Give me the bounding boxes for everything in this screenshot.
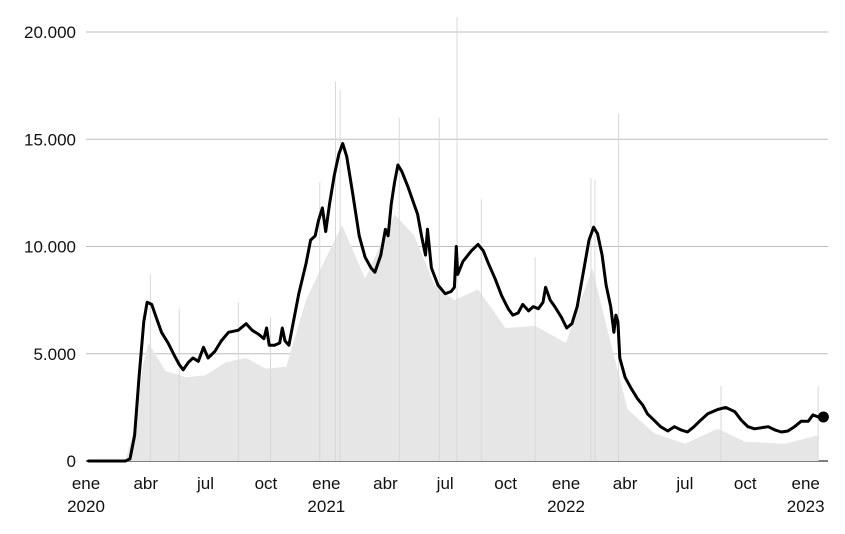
x-tick-month-label: abr [373,474,398,493]
x-tick-year-label: 2020 [67,497,105,516]
x-tick-month-label: ene [312,474,340,493]
daily-area [125,214,819,461]
x-tick-month-label: ene [791,474,819,493]
moving-average-line [87,142,825,463]
x-tick-month-label: oct [494,474,517,493]
y-tick-label: 0 [67,452,76,471]
x-tick-month-label: jul [436,474,454,493]
daily-values-area [125,16,819,461]
x-tick-month-label: ene [72,474,100,493]
y-tick-label: 15.000 [24,130,76,149]
x-tick-year-label: 2023 [787,497,825,516]
x-tick-month-label: oct [734,474,757,493]
y-tick-label: 5.000 [33,345,76,364]
x-tick-year-label: 2022 [547,497,585,516]
x-tick-month-label: ene [552,474,580,493]
x-tick-month-label: jul [675,474,693,493]
last-value-marker [817,411,829,423]
x-tick-month-label: oct [255,474,278,493]
x-tick-month-label: jul [196,474,214,493]
y-tick-label: 10.000 [24,238,76,257]
x-tick-month-label: abr [613,474,638,493]
x-axis-tick-labels: ene 2020 abr jul oct ene 2021 abr jul oct ene 2022 a… [67,474,825,516]
x-tick-month-label: abr [133,474,158,493]
x-tick-year-label: 2021 [307,497,345,516]
moving-average-series [87,142,829,463]
y-axis-tick-labels: 0 5.000 10.000 15.000 20.000 [24,23,76,471]
y-tick-label: 20.000 [24,23,76,42]
